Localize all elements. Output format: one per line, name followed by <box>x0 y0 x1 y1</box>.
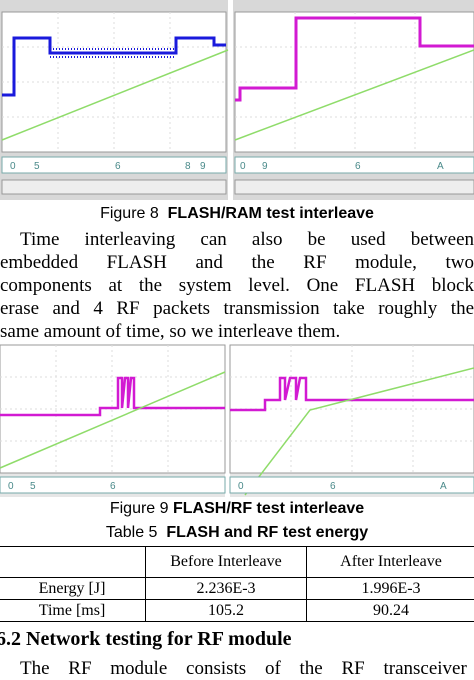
figure-title: FLASH/RAM test interleave <box>168 205 374 222</box>
scope-fig8-right: 0 9 6 A <box>233 0 474 200</box>
scope-fig9-left: 0 5 6 <box>0 345 225 497</box>
scope-fig8-left: 0 5 6 8 9 <box>0 0 228 200</box>
bus-code: 9 <box>262 161 268 172</box>
table-label: Table 5 <box>106 524 158 541</box>
table-caption: Table 5 FLASH and RF test energy <box>0 524 474 542</box>
bus-code: 6 <box>355 161 361 172</box>
text-line: same amount of time, so we interleave th… <box>0 321 474 343</box>
table-title: FLASH and RF test energy <box>166 524 368 541</box>
figure-caption: Figure 8 FLASH/RAM test interleave <box>0 205 474 223</box>
cell: Energy [J] <box>0 578 146 600</box>
text-line: embedded FLASH and the RF module, two <box>0 252 474 274</box>
section-heading: 6.2 Network testing for RF module <box>0 628 292 651</box>
cell: Time [ms] <box>0 600 146 622</box>
bus-code: 6 <box>330 481 336 492</box>
bus-code: 0 <box>8 481 14 492</box>
header-cell: Before Interleave <box>146 547 307 578</box>
figure-caption: Figure 9 FLASH/RF test interleave <box>0 500 474 518</box>
text-line: components at the system level. One FLAS… <box>0 275 474 297</box>
bus-code: 0 <box>240 161 246 172</box>
bus-code: 8 <box>185 161 191 172</box>
header-cell <box>0 547 146 578</box>
section-title: Network testing for RF module <box>26 628 292 650</box>
text-line: The RF module consists of the RF transce… <box>20 658 467 680</box>
figure-label: Figure 9 <box>110 500 169 517</box>
bus-code: 6 <box>115 161 121 172</box>
header-cell: After Interleave <box>307 547 474 578</box>
figure-title: FLASH/RF test interleave <box>173 500 364 517</box>
cell: 90.24 <box>307 600 474 622</box>
text-line: Time interleaving can also be used betwe… <box>0 229 474 251</box>
cell: 105.2 <box>146 600 307 622</box>
bus-code: 6 <box>110 481 116 492</box>
cell: 1.996E-3 <box>307 578 474 600</box>
scope-fig9-right: 0 6 A <box>230 345 474 497</box>
figure-label: Figure 8 <box>100 205 159 222</box>
bus-code: A <box>437 161 444 172</box>
bus-code: 0 <box>238 481 244 492</box>
bus-code: A <box>440 481 447 492</box>
bus-code: 5 <box>34 161 40 172</box>
bus-code: 0 <box>10 161 16 172</box>
cell: 2.236E-3 <box>146 578 307 600</box>
section-number: 6.2 <box>0 628 21 650</box>
bus-code: 9 <box>200 161 206 172</box>
text-line: erase and 4 RF packets transmission take… <box>0 298 474 320</box>
bus-code: 5 <box>30 481 36 492</box>
